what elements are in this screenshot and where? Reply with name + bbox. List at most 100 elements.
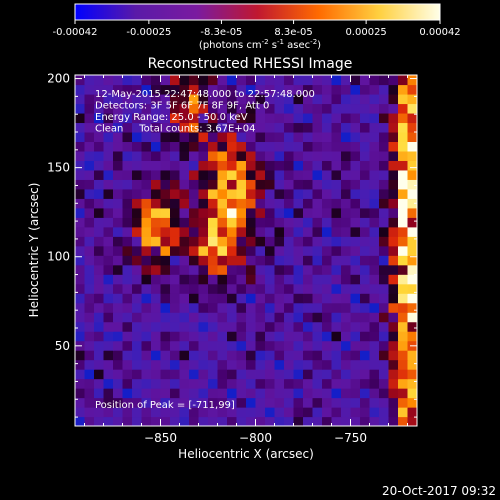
heatmap-cell xyxy=(84,103,95,114)
heatmap-cell xyxy=(360,188,371,199)
heatmap-cell xyxy=(246,93,257,105)
heatmap-cell xyxy=(236,293,247,304)
heatmap-cell xyxy=(284,283,295,294)
heatmap-cell xyxy=(407,112,417,124)
heatmap-cell xyxy=(113,274,124,285)
heatmap-cell xyxy=(303,188,314,199)
heatmap-cell xyxy=(388,103,399,114)
heatmap-cell xyxy=(255,226,266,237)
heatmap-cell xyxy=(94,179,105,190)
heatmap-cell xyxy=(255,179,266,190)
heatmap-cell xyxy=(360,131,371,143)
heatmap-cell xyxy=(170,321,181,332)
heatmap-cell xyxy=(236,245,247,256)
heatmap-cell xyxy=(170,226,181,237)
heatmap-cell xyxy=(198,331,209,342)
heatmap-cell xyxy=(369,236,380,247)
heatmap-cell xyxy=(360,359,371,370)
heatmap-cell xyxy=(151,331,162,342)
heatmap-cell xyxy=(113,255,124,266)
heatmap-cell xyxy=(236,122,247,133)
heatmap-cell xyxy=(113,407,124,418)
heatmap-cell xyxy=(113,245,124,256)
heatmap-cell xyxy=(198,112,209,124)
heatmap-cell xyxy=(265,264,276,275)
heatmap-cell xyxy=(94,169,105,180)
heatmap-cell xyxy=(94,407,105,418)
heatmap-cell xyxy=(84,378,95,389)
heatmap-cell xyxy=(388,160,399,171)
heatmap-cell xyxy=(236,236,247,247)
heatmap-cell xyxy=(179,340,190,351)
heatmap-cell xyxy=(284,321,295,332)
heatmap-cell xyxy=(122,369,133,380)
heatmap-cell xyxy=(369,84,380,95)
heatmap-cell xyxy=(274,255,285,266)
heatmap-cell xyxy=(265,217,276,228)
heatmap-cell xyxy=(255,407,266,418)
heatmap-cell xyxy=(303,112,314,124)
heatmap-cell xyxy=(284,245,295,256)
heatmap-cell xyxy=(341,331,352,342)
heatmap-cell xyxy=(103,141,114,152)
heatmap-cell xyxy=(189,407,200,418)
heatmap-cell xyxy=(303,217,314,228)
y-tick-label: 100 xyxy=(47,250,70,264)
heatmap-cell xyxy=(208,407,219,418)
heatmap-cell xyxy=(236,283,247,294)
heatmap-cell xyxy=(255,302,266,313)
heatmap-cell xyxy=(141,302,152,313)
heatmap-cell xyxy=(236,93,247,105)
heatmap-cell xyxy=(113,150,124,161)
heatmap-cell xyxy=(94,378,105,389)
heatmap-cell xyxy=(265,84,276,95)
heatmap-cell xyxy=(360,103,371,114)
heatmap-cell xyxy=(179,75,190,86)
heatmap-cell xyxy=(379,131,390,143)
heatmap-cell xyxy=(360,236,371,247)
heatmap-cell xyxy=(189,84,200,95)
heatmap-cell xyxy=(341,93,352,105)
heatmap-cell xyxy=(208,160,219,171)
heatmap-cell xyxy=(322,369,333,380)
heatmap-cell xyxy=(75,378,86,389)
heatmap-cell xyxy=(350,217,361,228)
heatmap-cell xyxy=(322,245,333,256)
heatmap-cell xyxy=(170,198,181,209)
heatmap-cell xyxy=(246,283,257,294)
heatmap-cell xyxy=(274,160,285,171)
heatmap-cell xyxy=(388,169,399,180)
heatmap-cell xyxy=(398,369,409,380)
heatmap-cell xyxy=(322,103,333,114)
heatmap-cell xyxy=(227,331,238,342)
heatmap-cell xyxy=(170,217,181,228)
heatmap-cell xyxy=(312,388,323,399)
heatmap-cell xyxy=(398,93,409,105)
heatmap-cell xyxy=(189,340,200,351)
heatmap-cell xyxy=(84,198,95,209)
heatmap-cell xyxy=(312,198,323,209)
heatmap-cell xyxy=(312,369,323,380)
heatmap-cell xyxy=(208,378,219,389)
heatmap-cell xyxy=(312,217,323,228)
heatmap-cell xyxy=(398,207,409,218)
heatmap-cell xyxy=(151,188,162,199)
heatmap-cell xyxy=(236,255,247,266)
heatmap-cell xyxy=(331,274,342,285)
heatmap-cell xyxy=(179,255,190,266)
heatmap-cell xyxy=(303,312,314,323)
heatmap-cell xyxy=(369,103,380,114)
heatmap-cell xyxy=(208,369,219,380)
heatmap-cell xyxy=(274,312,285,323)
heatmap-cell xyxy=(84,331,95,342)
heatmap-cell xyxy=(407,179,417,190)
heatmap-cell xyxy=(170,93,181,105)
heatmap-cell xyxy=(369,312,380,323)
heatmap-cell xyxy=(360,141,371,152)
heatmap-cell xyxy=(151,378,162,389)
heatmap-cell xyxy=(407,93,417,105)
observation-annotations: 12-May-2015 22:47:48.000 to 22:57:48.000… xyxy=(95,89,315,135)
heatmap-cell xyxy=(350,312,361,323)
heatmap-cell xyxy=(312,84,323,95)
heatmap-cell xyxy=(151,321,162,332)
